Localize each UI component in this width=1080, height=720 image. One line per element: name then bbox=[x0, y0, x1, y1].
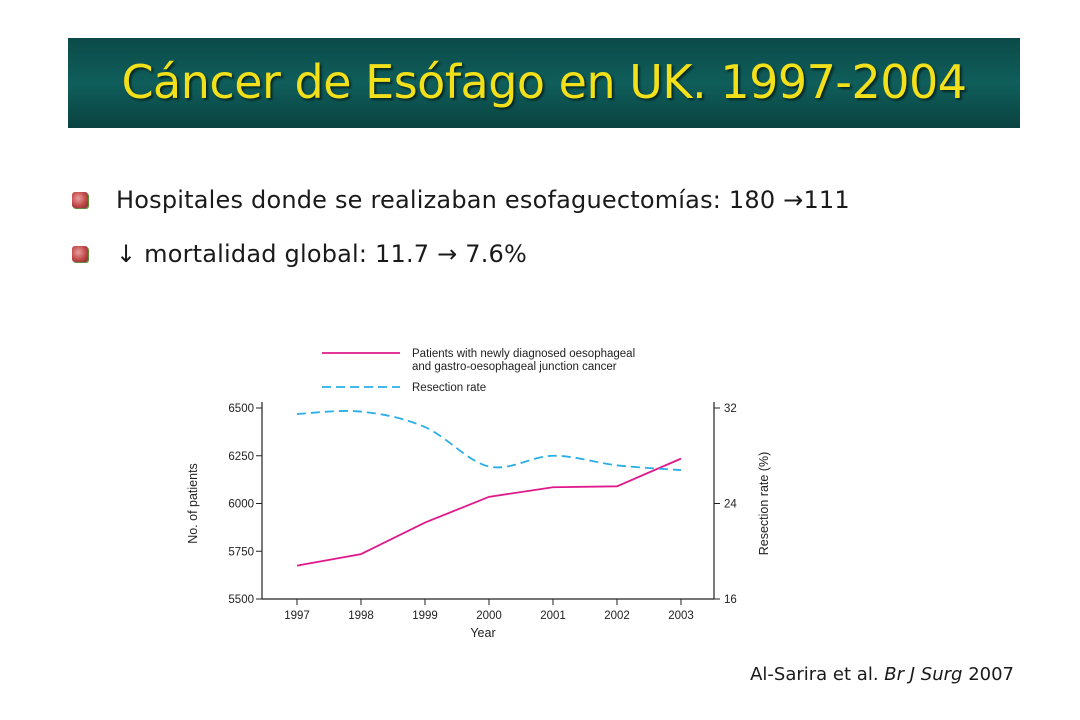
bullet-text: Hospitales donde se realizaban esofaguec… bbox=[116, 186, 850, 214]
y-tick-label: 6500 bbox=[228, 403, 254, 415]
legend-label-patients: and gastro-oesophageal junction cancer bbox=[412, 361, 617, 373]
x-tick-label: 1998 bbox=[348, 610, 374, 622]
bullet-text: ↓ mortalidad global: 11.7 → 7.6% bbox=[116, 240, 528, 268]
x-axis-label: Year bbox=[470, 626, 495, 640]
y-right-axis-label: Resection rate (%) bbox=[757, 452, 771, 556]
y-tick-label: 5500 bbox=[228, 594, 254, 606]
bullet-item: Hospitales donde se realizaban esofaguec… bbox=[72, 186, 850, 214]
citation-year: 2007 bbox=[968, 664, 1014, 685]
y-right-tick-label: 32 bbox=[724, 403, 737, 415]
legend-label-resection: Resection rate bbox=[412, 382, 486, 394]
y-right-tick-label: 24 bbox=[724, 499, 737, 511]
resection-series-line bbox=[296, 410, 682, 471]
y-right-tick-label: 16 bbox=[724, 594, 737, 606]
slide-title: Cáncer de Esófago en UK. 1997-2004 bbox=[121, 55, 967, 109]
y-tick-label: 5750 bbox=[228, 546, 254, 558]
citation-journal: Br J Surg bbox=[884, 664, 963, 685]
legend-label-patients: Patients with newly diagnosed oesophagea… bbox=[412, 348, 635, 360]
x-tick-label: 2003 bbox=[668, 610, 694, 622]
y-tick-label: 6000 bbox=[228, 499, 254, 511]
citation-authors: Al-Sarira et al. bbox=[750, 664, 879, 685]
chart: 5500 5750 6000 6250 6500 16 24 32 1997 1998 1999 20… bbox=[180, 335, 800, 645]
x-tick-label: 2001 bbox=[540, 610, 566, 622]
x-tick-label: 2000 bbox=[476, 610, 502, 622]
y-tick-label: 6250 bbox=[228, 451, 254, 463]
bullet-icon bbox=[72, 192, 88, 208]
patients-series-line bbox=[296, 457, 682, 567]
title-bar: Cáncer de Esófago en UK. 1997-2004 bbox=[68, 38, 1020, 128]
x-tick-label: 1997 bbox=[284, 610, 310, 622]
x-tick-label: 1999 bbox=[412, 610, 438, 622]
y-axis-label: No. of patients bbox=[186, 463, 200, 544]
citation: Al-Sarira et al. Br J Surg 2007 bbox=[750, 664, 1014, 685]
bullet-item: ↓ mortalidad global: 11.7 → 7.6% bbox=[72, 240, 527, 268]
chart-svg: 5500 5750 6000 6250 6500 16 24 32 1997 1998 1999 20… bbox=[186, 348, 771, 640]
bullet-icon bbox=[72, 246, 88, 262]
x-tick-label: 2002 bbox=[604, 610, 630, 622]
